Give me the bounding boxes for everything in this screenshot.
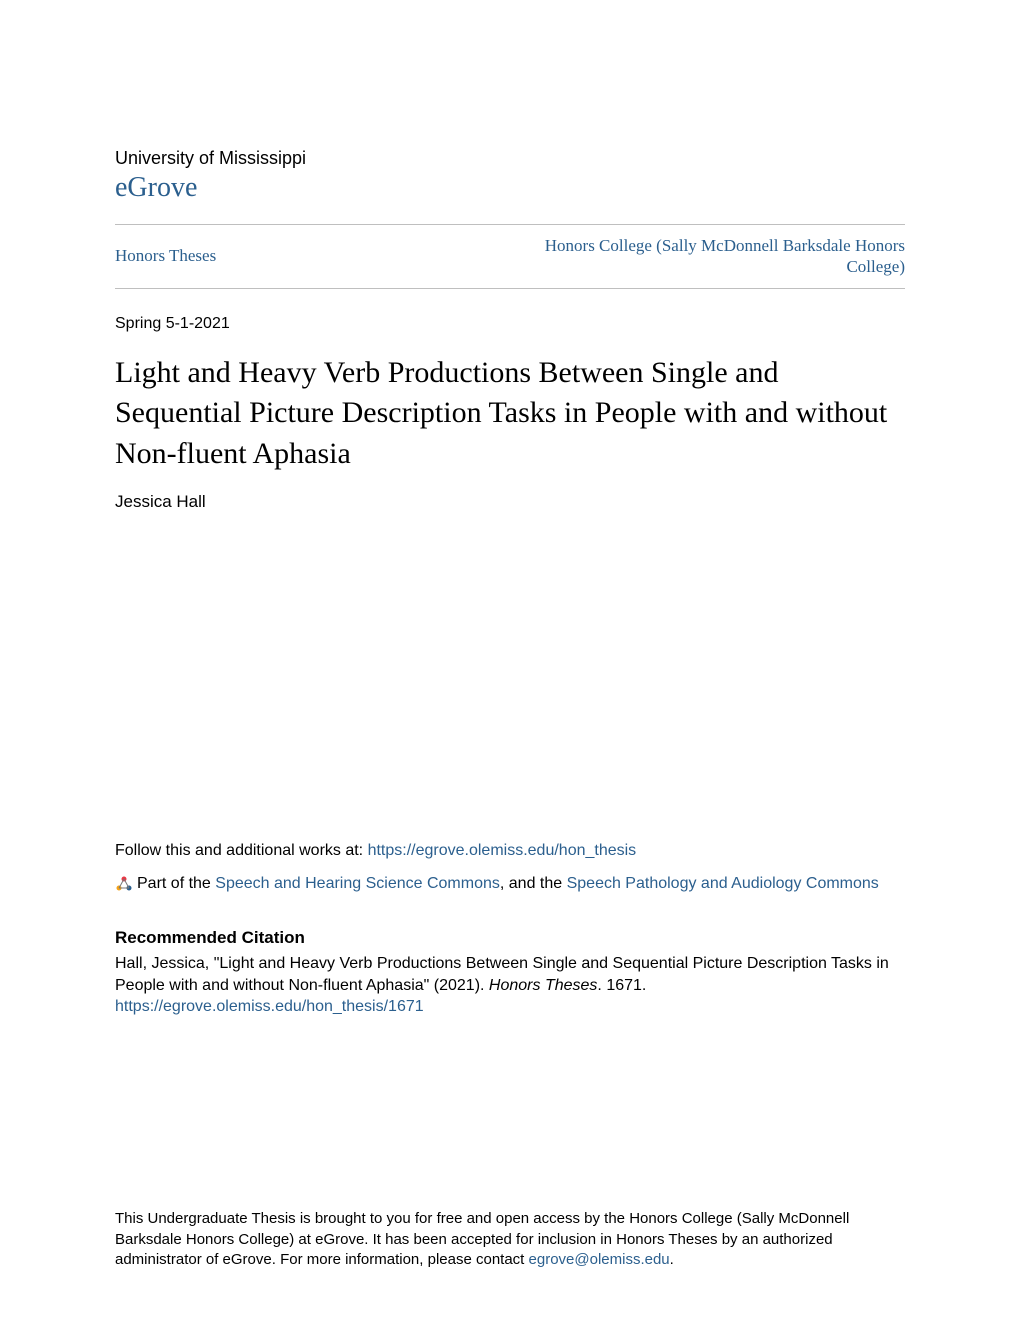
footer-text: This Undergraduate Thesis is brought to …	[115, 1209, 905, 1270]
citation-part2: . 1671.	[597, 977, 646, 994]
part-of-prefix: Part of the	[137, 875, 215, 892]
divider-bottom	[115, 288, 905, 289]
university-name: University of Mississippi	[115, 148, 905, 169]
part-of-line: Part of the Speech and Hearing Science C…	[115, 872, 905, 896]
footer-part2: .	[670, 1251, 674, 1268]
citation-heading: Recommended Citation	[115, 928, 905, 948]
nav-honors-college[interactable]: Honors College (Sally McDonnell Barksdal…	[535, 235, 905, 278]
citation-link[interactable]: https://egrove.olemiss.edu/hon_thesis/16…	[115, 998, 905, 1016]
author-name: Jessica Hall	[115, 492, 905, 512]
follow-works-line: Follow this and additional works at: htt…	[115, 842, 905, 860]
breadcrumb-nav: Honors Theses Honors College (Sally McDo…	[115, 225, 905, 288]
follow-prefix: Follow this and additional works at:	[115, 842, 368, 859]
publication-date: Spring 5-1-2021	[115, 315, 905, 333]
part-of-mid: , and the	[500, 875, 567, 892]
commons-link-1[interactable]: Speech and Hearing Science Commons	[215, 875, 500, 892]
nav-honors-theses[interactable]: Honors Theses	[115, 246, 216, 266]
thesis-title: Light and Heavy Verb Productions Between…	[115, 353, 905, 475]
citation-italic: Honors Theses	[489, 977, 598, 994]
follow-url-link[interactable]: https://egrove.olemiss.edu/hon_thesis	[368, 842, 637, 859]
header: University of Mississippi eGrove	[115, 148, 905, 204]
network-icon	[115, 875, 133, 893]
commons-link-2[interactable]: Speech Pathology and Audiology Commons	[567, 875, 879, 892]
repository-name[interactable]: eGrove	[115, 172, 905, 204]
citation-text: Hall, Jessica, "Light and Heavy Verb Pro…	[115, 953, 905, 996]
footer-part1: This Undergraduate Thesis is brought to …	[115, 1210, 849, 1268]
footer-email-link[interactable]: egrove@olemiss.edu	[529, 1251, 670, 1268]
